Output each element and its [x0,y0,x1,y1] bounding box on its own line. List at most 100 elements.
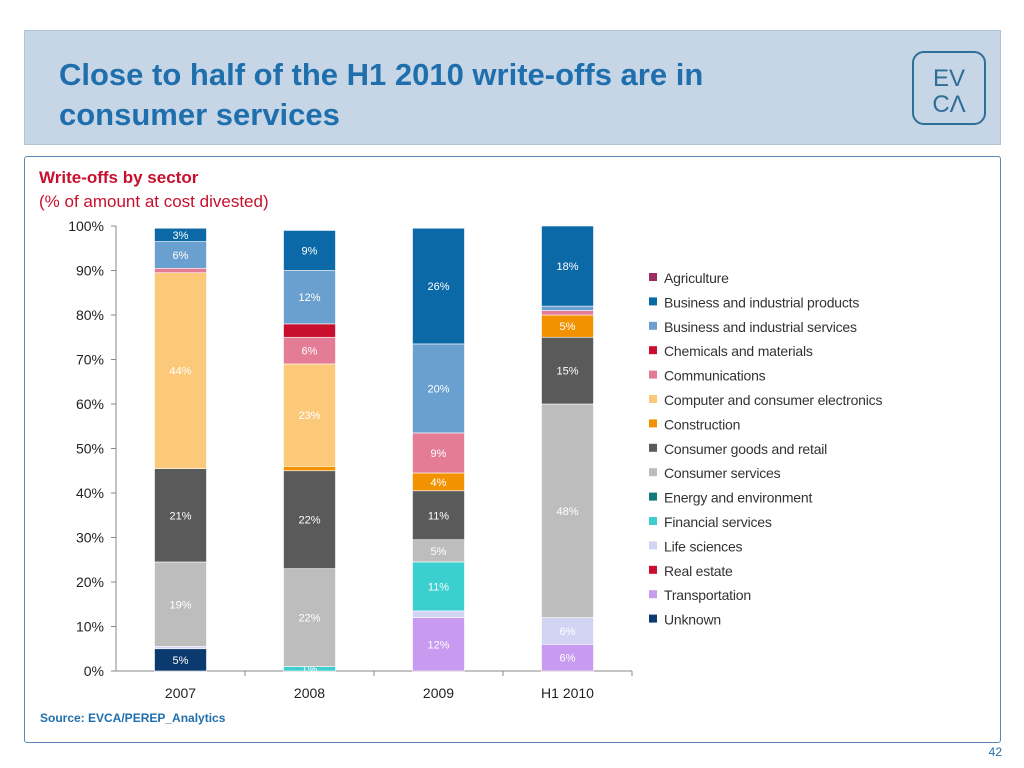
bar-segment [412,432,465,474]
bar-data-label: 9% [431,448,447,460]
bar-segment [154,646,207,650]
bar-segment [541,305,594,311]
legend-label: Life sciences [664,538,743,554]
y-tick-label: 80% [76,307,104,323]
legend-label: Consumer goods and retail [664,441,827,457]
bar-segment [154,227,207,242]
logo-text-top: EV [933,65,965,92]
y-tick-label: 70% [76,352,104,368]
bar-data-label: 3% [173,230,189,242]
legend-label: Financial services [664,514,772,530]
legend-swatch [649,614,657,623]
bar-data-label: 6% [560,653,576,665]
legend-swatch [649,297,657,306]
legend-swatch [649,541,657,550]
bar-data-label: 23% [298,410,320,422]
bar-segment [541,403,594,618]
evca-logo: EV CΛ [912,51,986,125]
bar-data-label: 5% [560,321,576,333]
y-tick-label: 20% [76,574,104,590]
bar-data-label: 11% [428,510,449,522]
bar-data-label: 22% [298,515,320,527]
bar-segment [541,225,594,307]
x-tick-label: H1 2010 [541,685,594,701]
slide-title: Close to half of the H1 2010 write-offs … [59,55,839,135]
bar-segment [541,643,594,672]
y-tick-label: 10% [76,619,104,635]
bar-segment [283,336,336,365]
bar-segment [283,323,336,338]
legend-swatch [649,468,657,477]
bar-data-label: 44% [169,366,191,378]
y-tick-label: 30% [76,530,104,546]
chart-panel [24,156,1001,743]
bar-segment [541,617,594,645]
bar-segment [154,272,207,469]
y-tick-label: 50% [76,441,104,457]
legend-label: Transportation [664,587,751,603]
bar-segment [154,468,207,563]
bar-data-label: 22% [298,613,320,625]
legend-label: Agriculture [664,270,729,286]
legend-swatch [649,443,657,452]
bar-data-label: 5% [431,546,447,558]
legend-swatch [649,517,657,525]
bar-segment [283,465,336,472]
y-tick-label: 60% [76,396,104,412]
bar-data-label: 6% [560,626,576,638]
bar-segment [412,343,465,434]
legend-label: Energy and environment [664,490,812,506]
title-banner: Close to half of the H1 2010 write-offs … [24,30,1001,145]
bar-segment [541,310,594,316]
bar-data-label: 20% [427,383,449,395]
legend-label: Unknown [664,612,721,628]
x-tick-label: 2009 [423,685,454,701]
bar-data-label: 6% [302,346,318,358]
bar-data-label: 12% [298,292,320,304]
y-tick-label: 90% [76,263,104,279]
bar-data-label: 26% [427,281,449,293]
y-tick-label: 100% [68,218,104,234]
bar-segment [412,617,465,672]
bar-data-label: 15% [556,366,578,378]
bar-segment [412,490,465,541]
evca-logo-mark: EV CΛ [932,65,965,118]
legend-swatch [649,321,657,330]
bar-data-label: 19% [169,599,191,611]
bar-segment [154,241,207,269]
logo-text-bottom: CΛ [932,91,965,118]
bar-segment [283,363,336,467]
legend-swatch [649,395,657,403]
legend-label: Business and industrial services [664,319,857,335]
bar-segment [283,270,336,325]
legend-swatch [649,492,657,501]
bar-data-label: 21% [169,510,191,522]
bar-segment [154,267,207,274]
bar-segment [541,336,594,405]
source-note: Source: EVCA/PEREP_Analytics [40,711,226,725]
legend-label: Communications [664,368,766,384]
legend-swatch [649,346,657,355]
legend-label: Consumer services [664,465,781,481]
bar-segment [283,230,336,271]
bar-segment [412,561,465,612]
legend-label: Real estate [664,563,733,579]
bar-data-label: 48% [556,506,578,518]
x-tick-label: 2008 [294,685,325,701]
page-number: 42 [988,745,1002,759]
legend-label: Business and industrial products [664,294,859,310]
chart-title: Write-offs by sector [39,168,199,187]
x-tick-label: 2007 [165,685,196,701]
legend-swatch [649,419,657,428]
y-tick-label: 40% [76,485,104,501]
slide-title-line-1: Close to half of the H1 2010 write-offs … [59,57,704,92]
legend-label: Chemicals and materials [664,343,813,359]
legend-swatch [649,273,657,281]
bar-segment [154,561,207,647]
slide-title-line-2: consumer services [59,97,340,132]
bar-data-label: 18% [556,261,578,273]
legend-swatch [649,565,657,574]
bar-data-label: 5% [173,655,189,667]
bar-data-label: 4% [431,477,447,489]
